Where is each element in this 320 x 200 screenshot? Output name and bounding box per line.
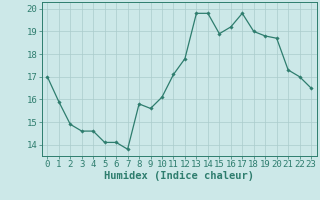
X-axis label: Humidex (Indice chaleur): Humidex (Indice chaleur)	[104, 171, 254, 181]
